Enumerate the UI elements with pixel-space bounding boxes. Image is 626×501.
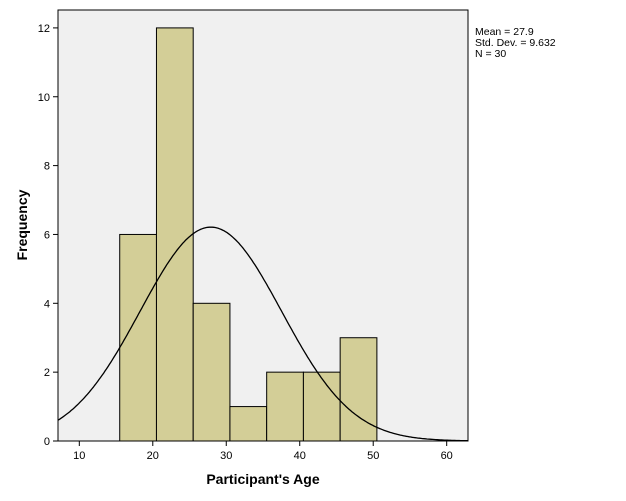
x-tick-label: 10 (73, 450, 85, 462)
y-tick-label: 4 (44, 298, 50, 310)
x-tick-label: 20 (147, 450, 159, 462)
y-tick-label: 0 (44, 436, 50, 448)
histogram-bar (155, 27, 194, 442)
histogram-bar (302, 371, 341, 442)
y-axis-label: Frequency (14, 189, 30, 260)
x-axis-label: Participant's Age (206, 471, 319, 487)
histogram-bar (266, 371, 304, 442)
normal-curve (57, 226, 468, 442)
y-tick-label: 6 (44, 229, 50, 241)
stats-std-dev: Std. Dev. = 9.632 (475, 37, 556, 49)
x-tick-label: 60 (441, 450, 453, 462)
y-tick-label: 8 (44, 161, 50, 173)
histogram-bar (192, 302, 231, 442)
x-tick-label: 50 (367, 450, 379, 462)
histogram-bar (229, 406, 268, 442)
x-tick-label: 30 (220, 450, 232, 462)
y-tick-label: 10 (38, 92, 50, 104)
x-tick-label: 40 (294, 450, 306, 462)
stats-mean: Mean = 27.9 (475, 26, 534, 38)
histogram-bar (339, 337, 378, 442)
y-tick-label: 2 (44, 367, 50, 379)
y-tick-label: 12 (38, 23, 50, 35)
stats-n: N = 30 (475, 48, 506, 60)
